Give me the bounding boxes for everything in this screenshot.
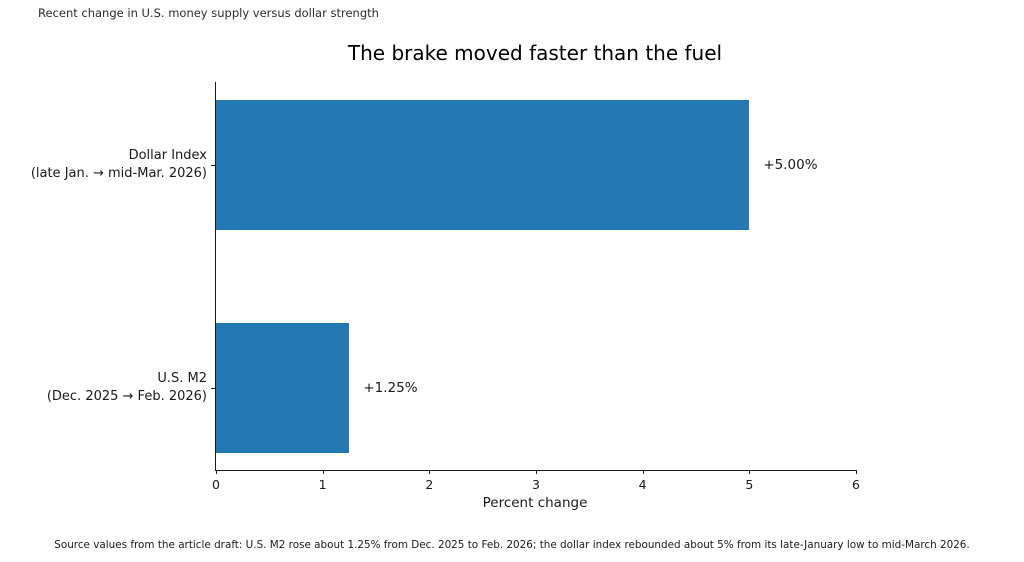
category-label-us-m2: U.S. M2 (Dec. 2025 → Feb. 2026) xyxy=(47,370,207,406)
figure-note: Recent change in U.S. money supply versu… xyxy=(38,6,379,20)
x-tick-mark xyxy=(429,470,431,474)
x-tick-mark xyxy=(216,470,217,474)
bar-us-m2 xyxy=(216,323,350,454)
x-tick-label: 0 xyxy=(212,477,220,492)
bar-dollar-index xyxy=(216,99,750,230)
x-tick-mark xyxy=(536,470,537,474)
category-label-dollar-index: Dollar Index (late Jan. → mid-Mar. 2026) xyxy=(31,146,207,182)
y-tick-mark xyxy=(211,164,215,166)
value-label-us-m2: +1.25% xyxy=(363,380,418,397)
category-label-line: U.S. M2 xyxy=(157,370,207,386)
x-axis-label: Percent change xyxy=(482,495,588,511)
category-label-line: (late Jan. → mid-Mar. 2026) xyxy=(30,165,207,181)
chart-title: The brake moved faster than the fuel xyxy=(347,41,723,65)
x-tick-label: 3 xyxy=(532,477,540,492)
x-tick-label: 6 xyxy=(852,477,860,492)
plot-area: +5.00% +1.25% 0 1 2 3 4 5 6 xyxy=(211,82,860,492)
x-tick-label: 2 xyxy=(425,477,434,492)
x-tick-mark xyxy=(642,470,644,474)
source-note: Source values from the article draft: U.… xyxy=(54,539,970,551)
x-tick-mark xyxy=(322,470,324,474)
x-tick-label: 5 xyxy=(745,477,754,492)
category-label-line: Dollar Index xyxy=(128,147,207,163)
x-tick-mark xyxy=(749,470,751,474)
category-label-line: (Dec. 2025 → Feb. 2026) xyxy=(46,389,207,405)
x-tick-label: 1 xyxy=(318,477,327,492)
y-tick-mark xyxy=(211,388,215,390)
value-label-dollar-index: +5.00% xyxy=(763,156,818,173)
x-tick-label: 4 xyxy=(638,477,647,492)
x-tick-mark xyxy=(856,470,857,474)
